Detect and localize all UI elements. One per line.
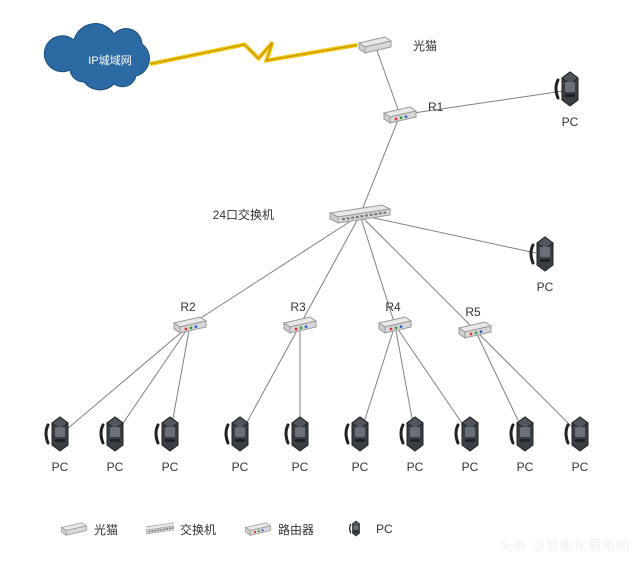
node-pc4: PC	[226, 417, 249, 474]
legend-label: 路由器	[278, 521, 314, 538]
node-pc3: PC	[156, 417, 179, 474]
node-pc8: PC	[456, 417, 479, 474]
svg-text:R4: R4	[385, 300, 401, 314]
svg-text:PC: PC	[572, 460, 589, 474]
legend: 光猫 交换机 路由器 PC	[60, 520, 393, 538]
node-pc6: PC	[346, 417, 369, 474]
svg-text:24口交换机: 24口交换机	[213, 207, 274, 222]
svg-text:R5: R5	[465, 305, 481, 319]
legend-item-router: 路由器	[244, 520, 314, 538]
cloud-wan: IP城域网	[44, 24, 149, 90]
pc-icon	[342, 520, 370, 538]
legend-label: PC	[376, 522, 393, 536]
network-topology-diagram: IP城域网光猫R1PC24口交换机PCR2R3R4R5PCPCPCPCPCPCP…	[0, 0, 640, 568]
svg-text:PC: PC	[462, 460, 479, 474]
node-modem: 光猫	[359, 37, 437, 53]
svg-text:IP城域网: IP城域网	[88, 54, 131, 67]
svg-text:PC: PC	[162, 460, 179, 474]
node-r1: R1	[384, 100, 444, 123]
switch-icon	[146, 520, 174, 538]
svg-text:光猫: 光猫	[413, 39, 437, 53]
node-pc_mid: PC	[531, 237, 554, 294]
router-icon	[244, 520, 272, 538]
legend-item-switch: 交换机	[146, 520, 216, 538]
node-pc2: PC	[101, 417, 124, 474]
svg-text:R3: R3	[290, 300, 306, 314]
node-pc5: PC	[286, 417, 309, 474]
svg-text:R1: R1	[428, 100, 444, 114]
svg-text:PC: PC	[407, 460, 424, 474]
node-switch: 24口交换机	[213, 205, 390, 223]
legend-item-modem: 光猫	[60, 520, 118, 538]
node-pc1: PC	[46, 417, 69, 474]
svg-text:PC: PC	[562, 115, 579, 129]
node-r5: R5	[459, 305, 491, 338]
legend-label: 光猫	[94, 521, 118, 538]
svg-text:PC: PC	[292, 460, 309, 474]
legend-label: 交换机	[180, 521, 216, 538]
modem-icon	[60, 520, 88, 538]
node-r4: R4	[379, 300, 411, 333]
svg-text:PC: PC	[352, 460, 369, 474]
svg-text:R2: R2	[180, 300, 196, 314]
node-pc9: PC	[511, 417, 534, 474]
node-r2: R2	[174, 300, 206, 333]
node-pc7: PC	[401, 417, 424, 474]
svg-text:PC: PC	[537, 280, 554, 294]
legend-item-pc: PC	[342, 520, 393, 538]
svg-text:PC: PC	[517, 460, 534, 474]
svg-text:PC: PC	[232, 460, 249, 474]
node-pc_top: PC	[556, 72, 579, 129]
svg-text:PC: PC	[52, 460, 69, 474]
svg-text:PC: PC	[107, 460, 124, 474]
node-pc10: PC	[566, 417, 589, 474]
